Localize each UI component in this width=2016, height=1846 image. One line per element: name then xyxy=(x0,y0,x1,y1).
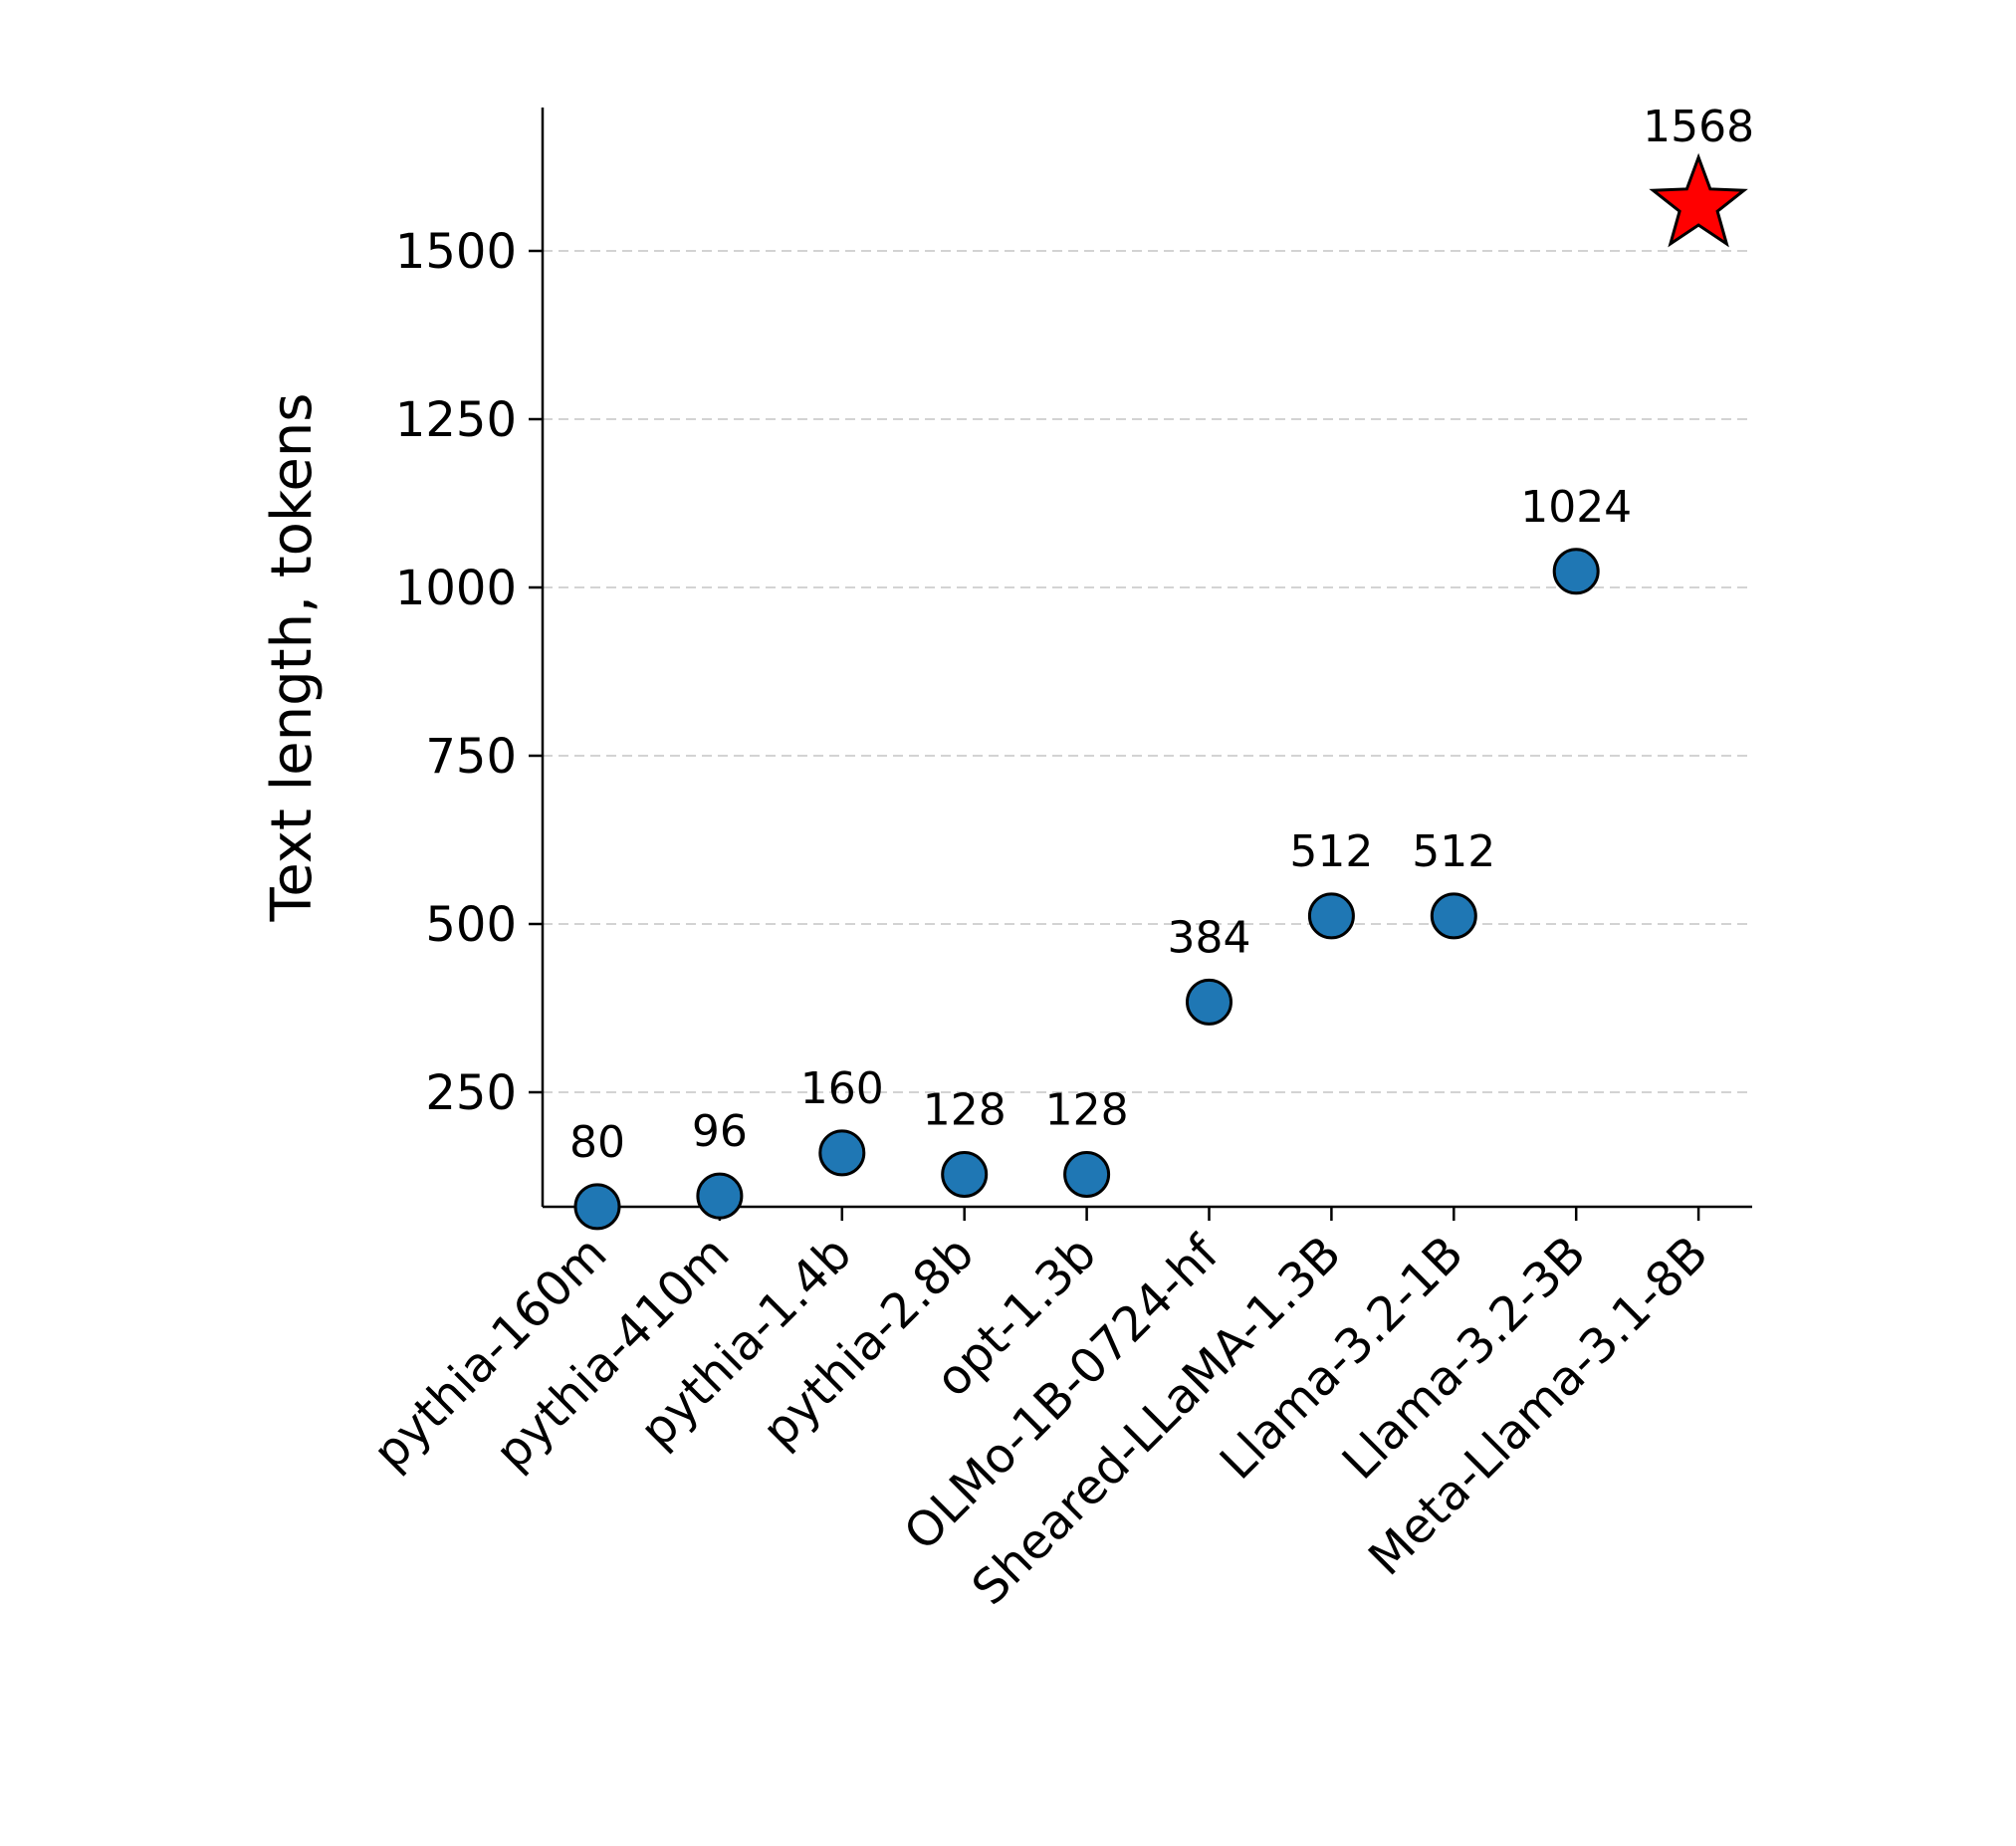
data-point xyxy=(1063,1150,1111,1198)
data-label: 80 xyxy=(569,1117,625,1168)
data-label: 512 xyxy=(1412,826,1495,877)
data-point xyxy=(1552,548,1600,595)
y-axis-label: Text length, tokens xyxy=(260,393,325,923)
star-point xyxy=(1649,152,1748,248)
data-label: 96 xyxy=(692,1106,748,1157)
y-tick-label-500: 500 xyxy=(425,897,517,953)
y-tick-label-750: 750 xyxy=(425,729,517,785)
axes xyxy=(541,108,1752,1209)
data-point xyxy=(941,1150,989,1198)
grid-lines xyxy=(543,250,1752,1093)
y-tick-label-1000: 1000 xyxy=(395,561,517,616)
data-label: 128 xyxy=(1045,1084,1129,1135)
data-point xyxy=(696,1172,744,1220)
data-label: 512 xyxy=(1289,826,1373,877)
y-ticks: 250 500 750 1000 1250 1500 xyxy=(395,224,543,1121)
data-label: 128 xyxy=(923,1084,1007,1135)
y-tick-label-1250: 1250 xyxy=(395,392,517,448)
data-point xyxy=(1186,978,1232,1026)
x-ticks: pythia-160mpythia-410mpythia-1.4bpythia-… xyxy=(362,1207,1719,1616)
data-point xyxy=(818,1129,866,1177)
data-point xyxy=(1307,892,1355,940)
data-label: 384 xyxy=(1168,912,1251,963)
data-labels: 80 96 160 128 128 384 512 512 1024 1568 xyxy=(569,102,1754,1168)
data-label: 1568 xyxy=(1643,102,1754,152)
data-point xyxy=(573,1183,621,1231)
data-points xyxy=(573,152,1748,1231)
data-point xyxy=(1430,892,1477,940)
data-label: 160 xyxy=(800,1063,884,1114)
y-tick-label-1500: 1500 xyxy=(395,224,517,280)
y-tick-label-250: 250 xyxy=(425,1065,517,1121)
data-label: 1024 xyxy=(1520,482,1632,533)
